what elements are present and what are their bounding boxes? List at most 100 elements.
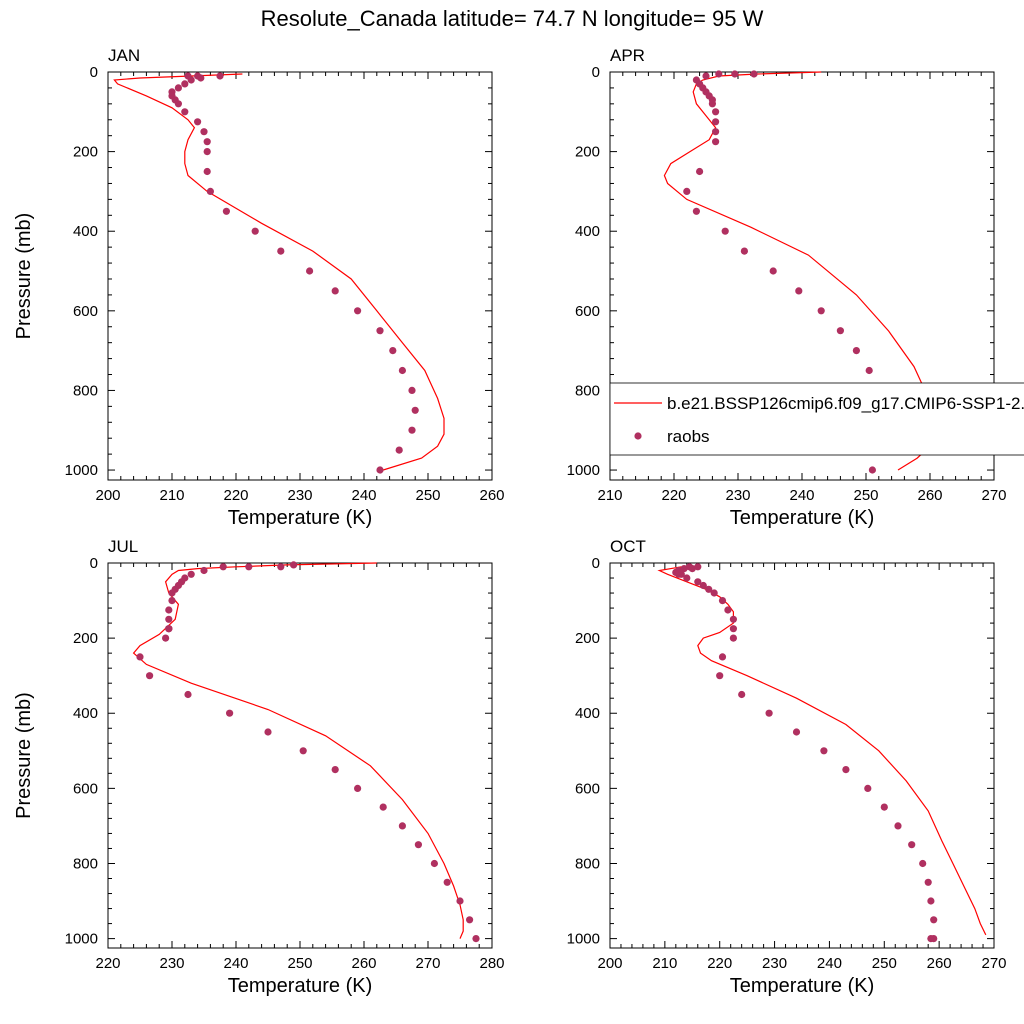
obs-point (200, 566, 208, 575)
obs-point (354, 307, 362, 315)
obs-point (408, 386, 416, 394)
x-tick-label: 230 (725, 487, 750, 504)
obs-point (820, 747, 828, 755)
y-tick-label: 1000 (65, 931, 98, 948)
x-axis-title: Temperature (K) (730, 507, 875, 529)
obs-point (880, 803, 888, 811)
panel-label: APR (610, 46, 645, 65)
obs-point (194, 118, 202, 126)
obs-point (692, 207, 701, 215)
obs-point (729, 625, 738, 633)
obs-point (456, 897, 464, 905)
y-tick-label: 0 (90, 555, 98, 572)
obs-point (924, 878, 932, 886)
obs-point (699, 581, 707, 590)
obs-point (712, 138, 720, 146)
obs-point (712, 108, 720, 116)
x-tick-label: 210 (652, 955, 677, 972)
x-tick-label: 250 (872, 955, 897, 972)
obs-point (354, 784, 362, 793)
y-tick-label: 400 (73, 705, 98, 722)
obs-point (203, 138, 211, 146)
legend-model-label: b.e21.BSSP126cmip6.f09_g17.CMIP6-SSP1-2.… (667, 394, 1024, 413)
legend-obs-swatch (634, 432, 642, 440)
obs-point (836, 327, 845, 335)
x-tick-label: 240 (789, 487, 814, 504)
obs-point (721, 227, 729, 235)
obs-point (716, 672, 724, 680)
obs-point (729, 615, 738, 623)
obs-point (290, 561, 298, 569)
obs-point (181, 108, 189, 116)
obs-point (908, 841, 916, 849)
obs-point (680, 565, 688, 573)
x-tick-label: 240 (817, 955, 842, 972)
obs-point (389, 347, 397, 355)
obs-point (705, 585, 713, 593)
panel-oct: OCT 200 210 220 230 240 250 260 270 0 200 400 600 800… (567, 537, 1007, 997)
plot-frame (107, 71, 493, 481)
x-tick-label: 250 (853, 487, 878, 504)
obs-point (306, 267, 314, 275)
obs-point (331, 287, 339, 295)
y-tick-label: 200 (575, 144, 600, 161)
obs-point (715, 70, 723, 78)
obs-point (398, 366, 406, 375)
x-axis-title: Temperature (K) (228, 507, 373, 529)
obs-point (677, 570, 685, 578)
obs-point (792, 728, 801, 736)
obs-point (174, 100, 182, 108)
obs-point (414, 841, 422, 849)
obs-point (864, 784, 872, 793)
panel-jan: JAN 200 210 220 230 240 250 260 0 200 400 600 800 100… (13, 46, 505, 529)
obs-point (245, 563, 253, 571)
y-tick-label: 200 (575, 630, 600, 647)
obs-point (219, 563, 227, 571)
obs-point (740, 247, 749, 255)
x-tick-label: 220 (223, 487, 248, 504)
model-series-line (132, 562, 464, 939)
obs-point (264, 728, 272, 736)
obs-point (184, 690, 192, 699)
obs-point (168, 597, 176, 605)
x-tick-label: 220 (661, 487, 686, 504)
x-axis-title: Temperature (K) (730, 975, 875, 997)
obs-point (181, 80, 189, 88)
obs-point (466, 916, 474, 924)
obs-point (683, 574, 691, 582)
y-tick-label: 800 (575, 382, 600, 399)
x-tick-label: 200 (95, 487, 120, 504)
obs-point (395, 446, 403, 454)
x-tick-label: 220 (707, 955, 732, 972)
obs-point (203, 148, 211, 156)
x-tick-label: 280 (479, 955, 504, 972)
y-tick-label: 600 (73, 780, 98, 797)
obs-point (765, 709, 773, 717)
x-tick-label: 270 (981, 955, 1006, 972)
y-tick-label: 0 (592, 64, 600, 81)
obs-point (277, 247, 285, 255)
obs-point (930, 916, 938, 924)
y-tick-label: 1000 (567, 462, 600, 479)
panels: JAN 200 210 220 230 240 250 260 0 200 400 600 800 100… (13, 46, 1007, 997)
obs-point (729, 634, 738, 642)
x-tick-label: 260 (351, 955, 376, 972)
x-tick-label: 230 (287, 487, 312, 504)
y-tick-label: 400 (575, 223, 600, 240)
obs-point (927, 935, 935, 943)
x-tick-label: 220 (95, 955, 120, 972)
obs-point (718, 597, 727, 605)
x-tick-label: 260 (917, 487, 942, 504)
panel-label: OCT (610, 537, 646, 556)
obs-point (708, 100, 717, 108)
legend-box (609, 382, 1024, 456)
obs-point (376, 327, 384, 335)
model-series-line (113, 73, 445, 471)
x-tick-label: 210 (159, 487, 184, 504)
x-axis-title: Temperature (K) (228, 975, 373, 997)
panel-label: JAN (108, 46, 140, 65)
obs-point (206, 187, 214, 195)
obs-point (203, 167, 211, 176)
x-tick-label: 240 (223, 955, 248, 972)
